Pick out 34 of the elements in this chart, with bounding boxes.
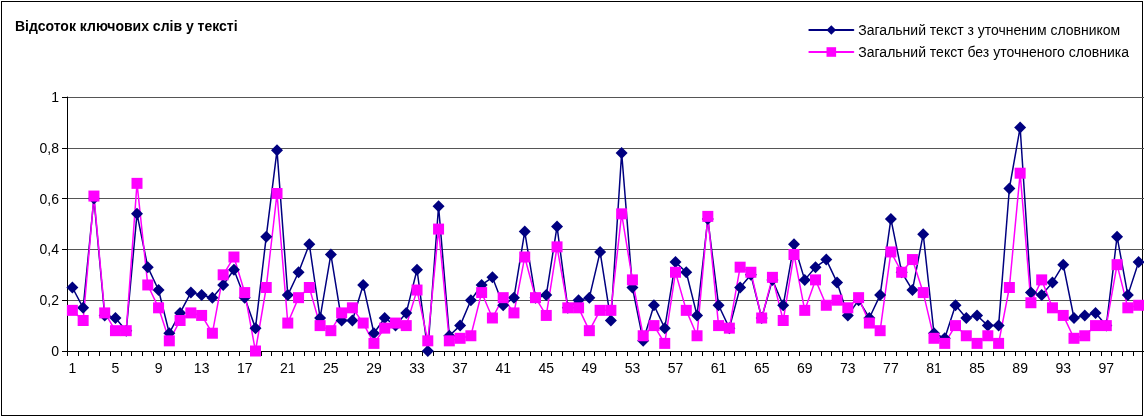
x-tick-label: 61 [710, 360, 727, 376]
x-tick-label: 85 [969, 360, 986, 376]
x-tick-label: 33 [409, 360, 426, 376]
x-tick-label: 5 [111, 360, 120, 376]
x-tick-label: 69 [796, 360, 813, 376]
x-tick-label: 37 [452, 360, 469, 376]
y-tick-label: 1 [51, 89, 60, 105]
x-tick-label: 49 [581, 360, 598, 376]
y-tick-label: 0,4 [39, 241, 60, 258]
x-tick-label: 13 [193, 360, 210, 376]
y-tick-label: 0,8 [39, 139, 60, 156]
x-tick-label: 25 [323, 360, 339, 376]
x-tick-label: 73 [840, 360, 856, 376]
x-tick-label: 93 [1055, 360, 1072, 376]
x-tick-label: 89 [1012, 360, 1029, 376]
x-tick-label: 1 [68, 360, 77, 376]
x-tick-label: 29 [366, 360, 382, 376]
x-tick-label: 9 [154, 360, 163, 376]
y-tick-label: 0 [51, 343, 60, 359]
x-tick-label: 81 [926, 360, 942, 376]
x-tick-label: 77 [883, 360, 899, 376]
x-tick-label: 65 [753, 360, 770, 376]
x-tick-label: 41 [495, 360, 512, 376]
x-tick-label: 97 [1098, 360, 1115, 376]
y-tick-label: 0,6 [39, 190, 60, 207]
x-tick-label: 21 [280, 360, 296, 376]
x-tick-label: 17 [236, 360, 253, 376]
x-tick-label: 57 [667, 360, 684, 376]
x-tick-label: 53 [624, 360, 641, 376]
x-tick-label: 45 [538, 360, 555, 376]
legend-label: Загальний текст з уточненим словником [858, 22, 1121, 38]
chart-title: Відсоток ключових слів у тексті [15, 18, 238, 34]
y-tick-label: 0,2 [39, 292, 60, 309]
legend-label: Загальний текст без уточненого словника [858, 44, 1130, 60]
